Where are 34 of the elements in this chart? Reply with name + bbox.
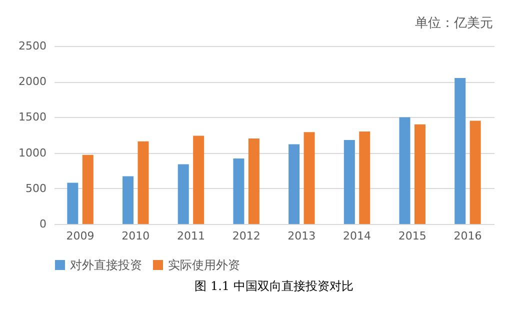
legend-label: 对外直接投资	[70, 258, 142, 272]
y-tick-label: 2500	[18, 40, 46, 52]
bar	[67, 182, 78, 224]
y-tick-label: 500	[26, 182, 46, 195]
bar	[248, 138, 260, 224]
x-tick-label: 2011	[176, 230, 205, 242]
x-tick-label: 2010	[122, 230, 150, 242]
bar	[288, 144, 300, 224]
x-tick-label: 2015	[398, 230, 426, 242]
x-tick-label: 2012	[232, 230, 260, 242]
bar	[233, 158, 244, 224]
bar	[304, 132, 315, 224]
bar	[82, 154, 94, 224]
x-tick-label: 2014	[343, 230, 372, 242]
x-tick-label: 2009	[66, 230, 94, 242]
bar	[454, 78, 466, 224]
text: 图 1.1 中国双向直接投资对比	[194, 279, 354, 293]
y-tick-label: 1000	[18, 146, 46, 160]
y-tick-label: 0	[40, 218, 46, 230]
bar	[414, 124, 426, 224]
bar	[178, 164, 189, 224]
y-tick-label: 1500	[18, 110, 46, 124]
bar	[138, 141, 149, 224]
y-tick-label: 2000	[18, 75, 46, 88]
x-tick-label: 2016	[454, 230, 482, 242]
legend-label: 实际使用外资	[168, 258, 240, 272]
bar	[193, 136, 204, 224]
bar	[359, 131, 370, 224]
bar	[470, 120, 481, 224]
x-tick-label: 2013	[288, 230, 316, 242]
bar	[344, 140, 355, 224]
bar	[122, 176, 134, 224]
text: 单位：亿美元	[415, 15, 493, 32]
bar	[399, 117, 410, 224]
